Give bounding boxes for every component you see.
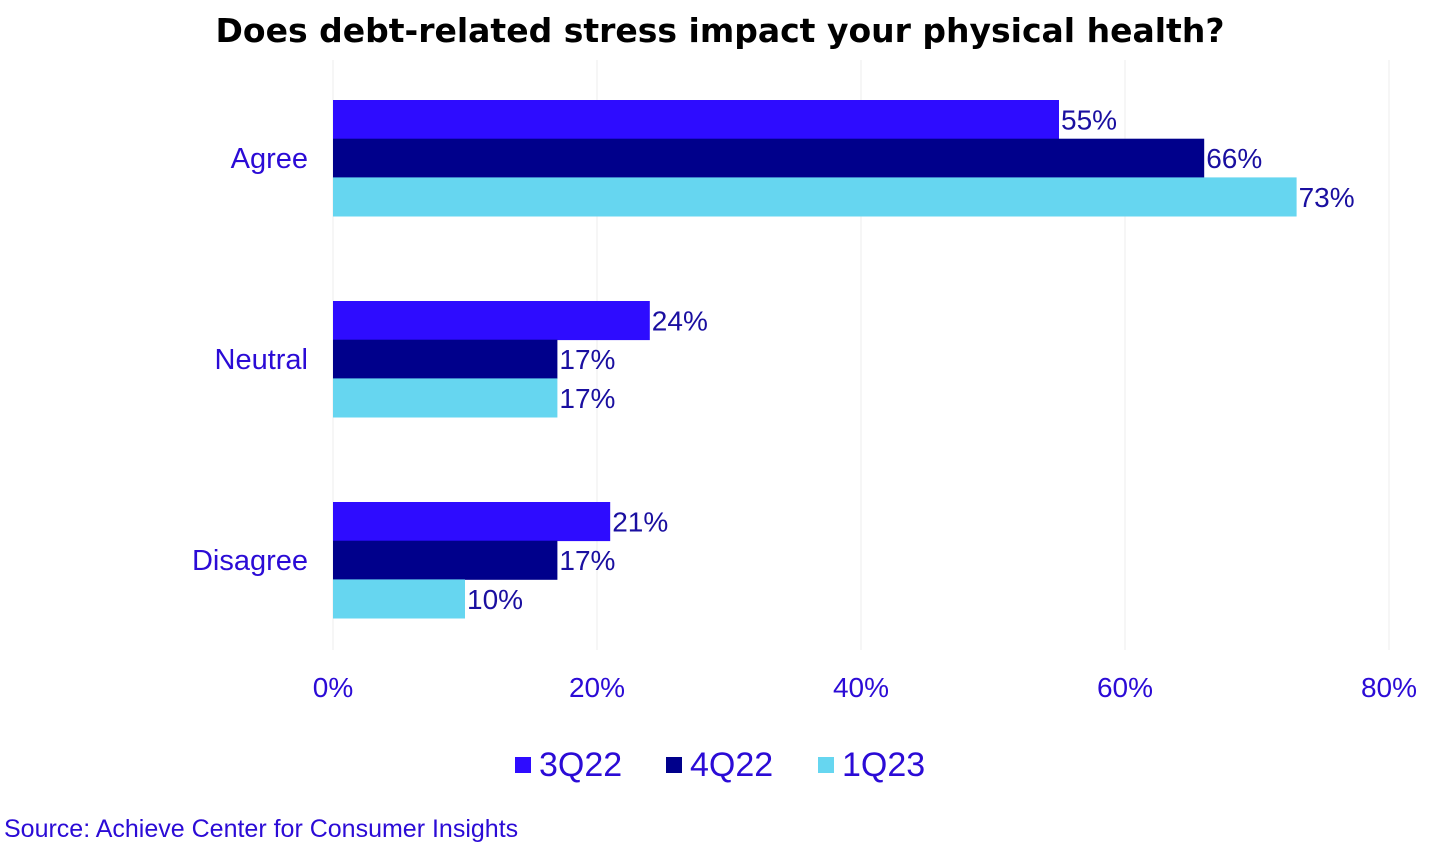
bar-agree-1q23 (333, 177, 1297, 217)
x-tick-label: 60% (1097, 672, 1153, 703)
data-label-agree-3q22: 55% (1061, 104, 1117, 135)
category-labels: Agree Neutral Disagree (192, 143, 308, 577)
bar-agree-3q22 (333, 100, 1059, 140)
data-label-disagree-4q22: 17% (559, 545, 615, 576)
data-labels: 55% 66% 73% 24% 17% 17% 21% 17% 10% (467, 104, 1355, 614)
bar-neutral-4q22 (333, 339, 558, 379)
data-label-neutral-4q22: 17% (559, 344, 615, 375)
data-label-disagree-1q23: 10% (467, 584, 523, 615)
bar-disagree-4q22 (333, 540, 558, 580)
legend-label-1q23: 1Q23 (842, 746, 925, 784)
x-tick-label: 0% (313, 672, 353, 703)
legend-swatch-3q22 (515, 757, 531, 773)
source-note: Source: Achieve Center for Consumer Insi… (4, 815, 518, 843)
bar-disagree-3q22 (333, 502, 611, 542)
data-label-disagree-3q22: 21% (612, 506, 668, 537)
category-label-disagree: Disagree (192, 545, 308, 577)
bar-neutral-3q22 (333, 301, 650, 341)
bars (333, 100, 1297, 619)
data-label-agree-4q22: 66% (1206, 143, 1262, 174)
bar-neutral-1q23 (333, 378, 558, 418)
data-label-agree-1q23: 73% (1299, 182, 1355, 213)
bar-disagree-1q23 (333, 579, 465, 619)
x-axis-ticks: 0% 20% 40% 60% 80% (313, 672, 1417, 703)
bar-agree-4q22 (333, 138, 1205, 178)
x-tick-label: 20% (569, 672, 625, 703)
legend-swatch-4q22 (666, 757, 682, 773)
legend-swatch-1q23 (818, 757, 834, 773)
x-tick-label: 80% (1361, 672, 1417, 703)
legend-label-4q22: 4Q22 (690, 746, 773, 784)
chart-title: Does debt-related stress impact your phy… (216, 11, 1225, 50)
category-label-agree: Agree (231, 143, 308, 175)
legend-label-3q22: 3Q22 (539, 746, 622, 784)
data-label-neutral-3q22: 24% (652, 305, 708, 336)
x-tick-label: 40% (833, 672, 889, 703)
category-label-neutral: Neutral (215, 344, 309, 376)
data-label-neutral-1q23: 17% (559, 383, 615, 414)
legend: 3Q22 4Q22 1Q23 (515, 746, 925, 784)
